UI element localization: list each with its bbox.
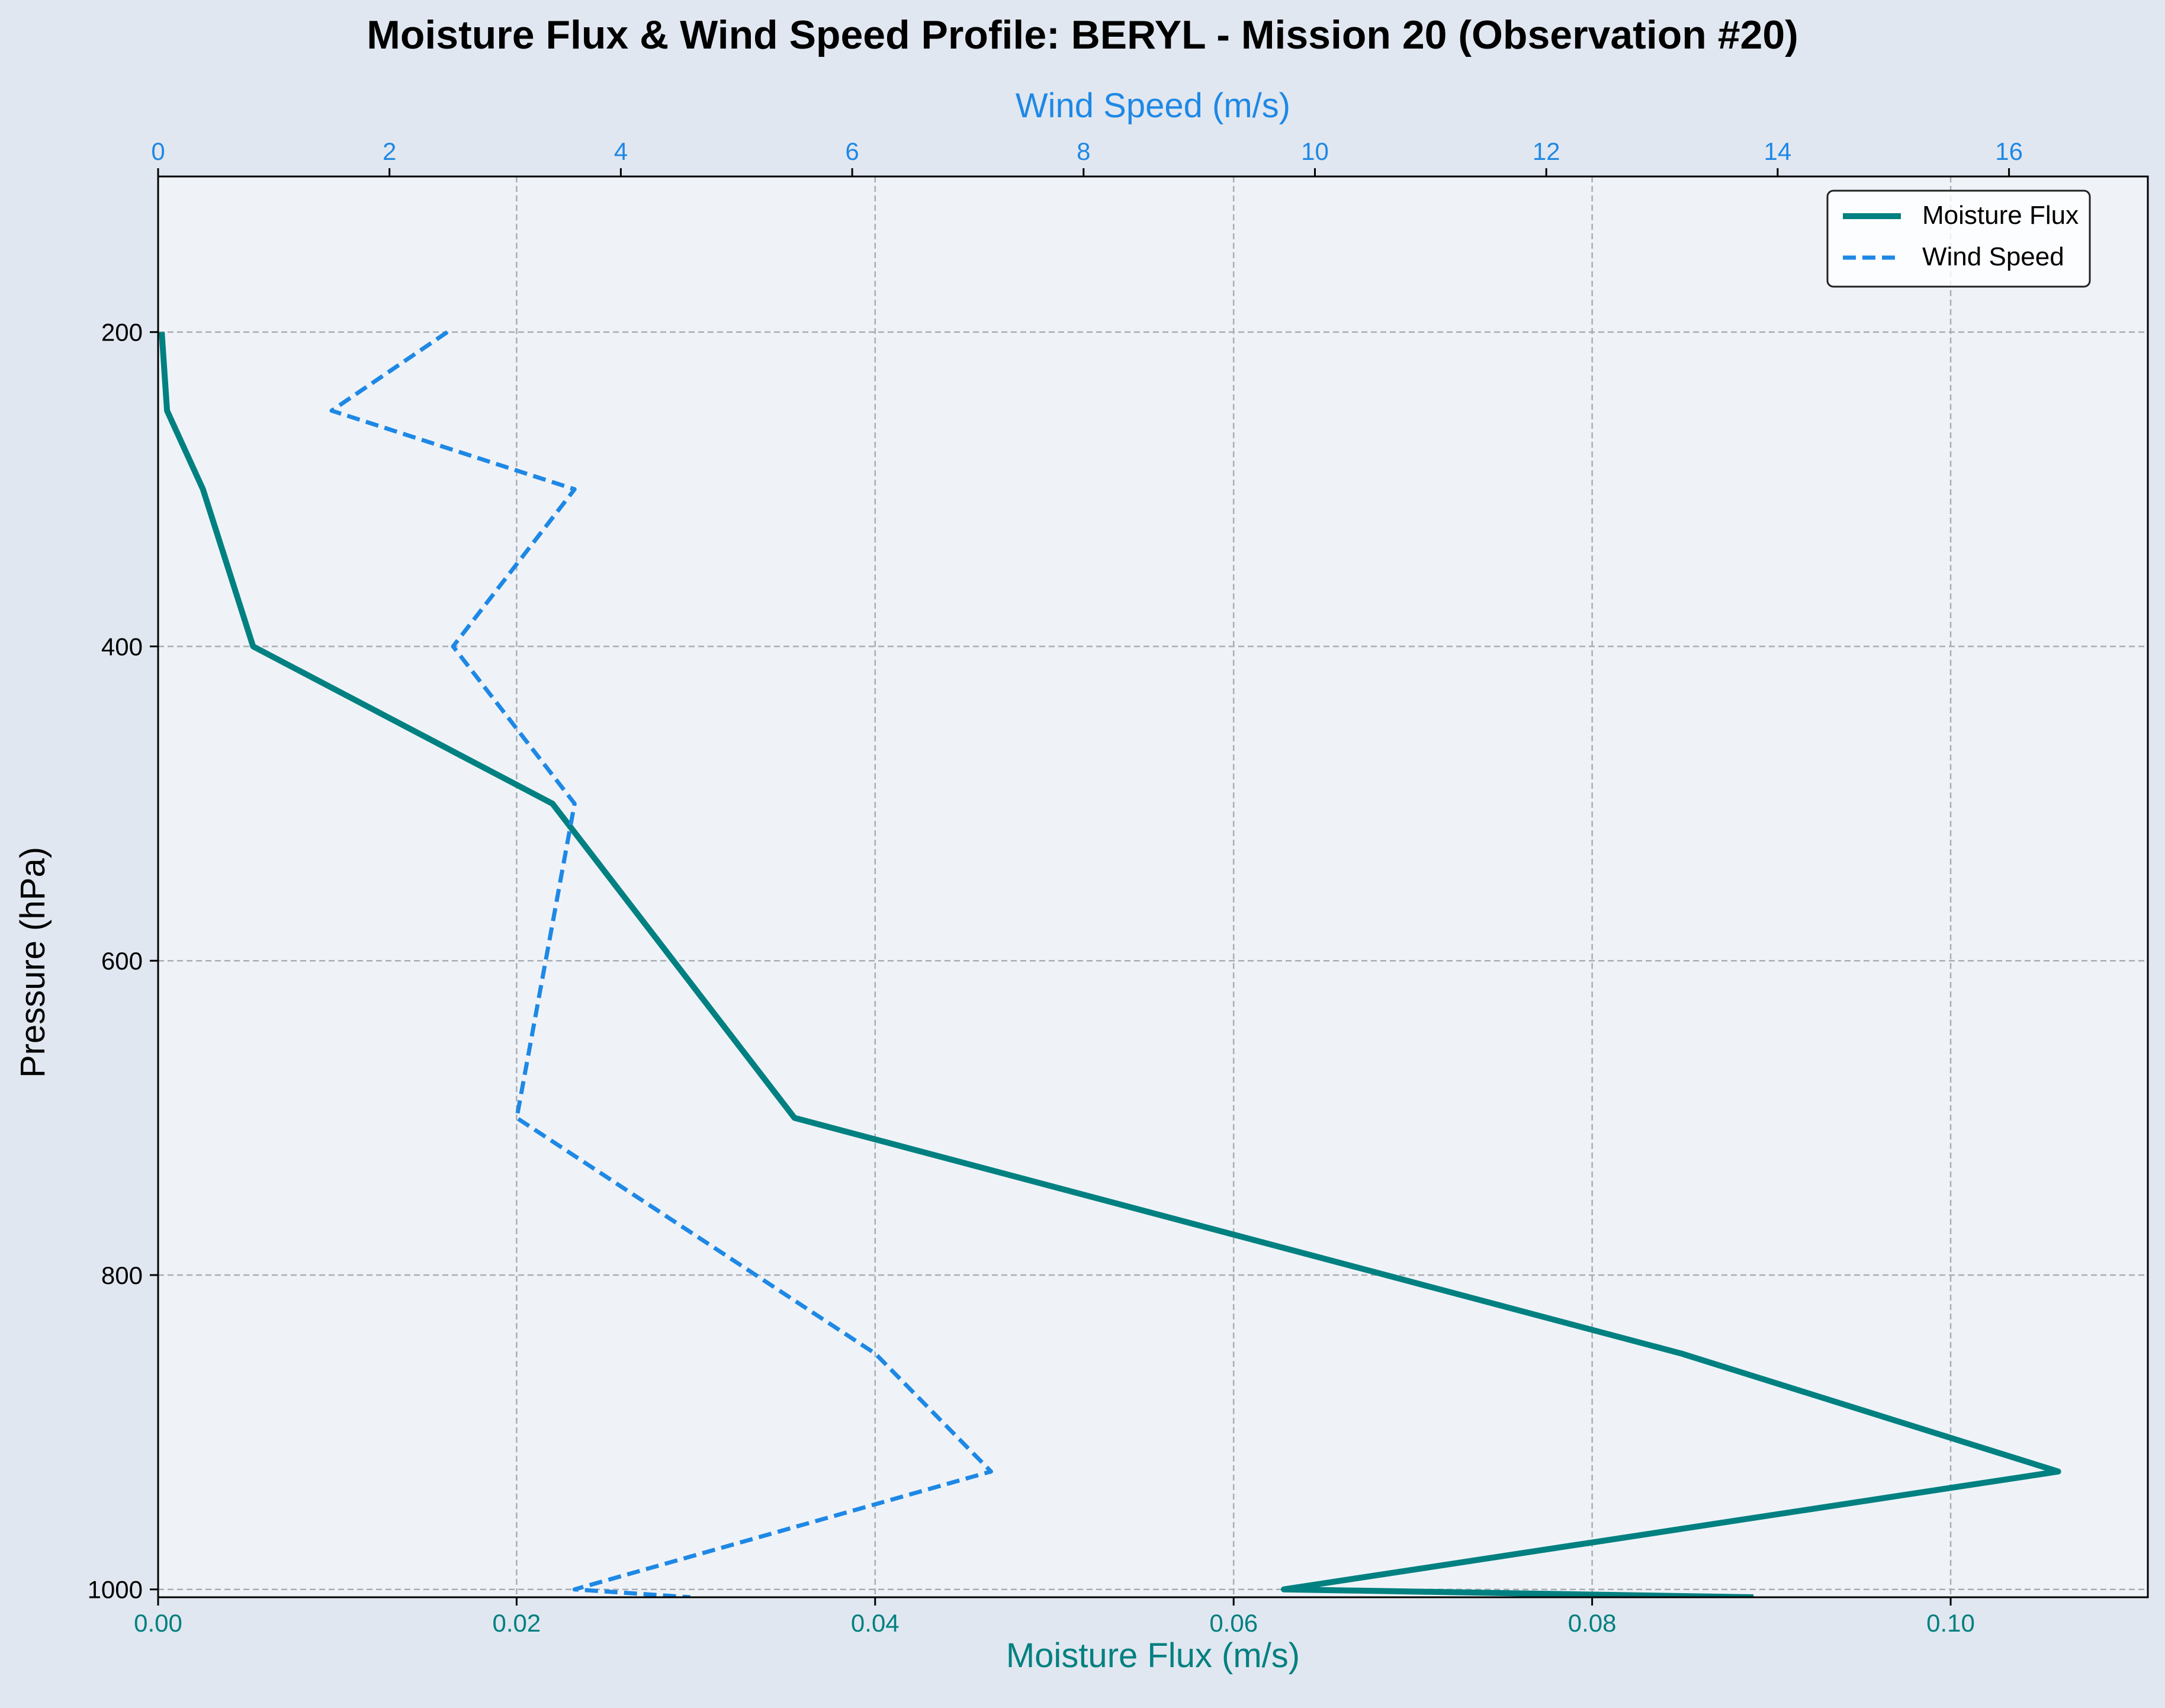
plot-area	[158, 176, 2148, 1597]
x-bottom-tick-label: 0.04	[851, 1609, 900, 1637]
legend-moisture-flux-label: Moisture Flux	[1922, 201, 2079, 230]
x-top-tick-label: 2	[383, 137, 396, 165]
x-bottom-tick-label: 0.00	[134, 1609, 182, 1637]
x-axis-bottom-label: Moisture Flux (m/s)	[1006, 1636, 1300, 1675]
y-tick-label: 800	[101, 1261, 143, 1289]
x-top-tick-label: 0	[151, 137, 165, 165]
x-top-tick-label: 8	[1077, 137, 1090, 165]
y-tick-label: 600	[101, 947, 143, 975]
x-top-tick-label: 10	[1301, 137, 1329, 165]
x-top-tick-label: 16	[1995, 137, 2023, 165]
y-axis-label: Pressure (hPa)	[14, 847, 52, 1078]
chart-title: Moisture Flux & Wind Speed Profile: BERY…	[367, 12, 1798, 57]
x-top-tick-label: 6	[845, 137, 859, 165]
moisture-flux-line	[159, 332, 2061, 1597]
x-bottom-tick-label: 0.08	[1568, 1609, 1617, 1637]
x-axis-top-label: Wind Speed (m/s)	[1016, 86, 1290, 125]
x-top-tick-label: 4	[614, 137, 628, 165]
y-tick-label: 200	[101, 319, 143, 346]
legend-wind-speed-label: Wind Speed	[1922, 242, 2064, 271]
x-top-tick-label: 12	[1533, 137, 1560, 165]
axis-ticks: 200 400 600 800 1000 0.00 0.02 0.04 0.06 0.08 0.10…	[88, 137, 2023, 1637]
y-tick-label: 1000	[88, 1576, 143, 1604]
x-top-tick-label: 14	[1764, 137, 1792, 165]
x-bottom-tick-label: 0.06	[1209, 1609, 1258, 1637]
x-bottom-tick-label: 0.02	[493, 1609, 541, 1637]
legend: Moisture Flux Wind Speed	[1826, 190, 2091, 288]
series-lines	[159, 330, 2061, 1597]
grid-lines	[157, 176, 2148, 1597]
x-bottom-tick-label: 0.10	[1926, 1609, 1975, 1637]
plot-frame	[157, 175, 2149, 1598]
y-tick-label: 400	[101, 633, 143, 660]
wind-speed-line	[329, 330, 993, 1597]
